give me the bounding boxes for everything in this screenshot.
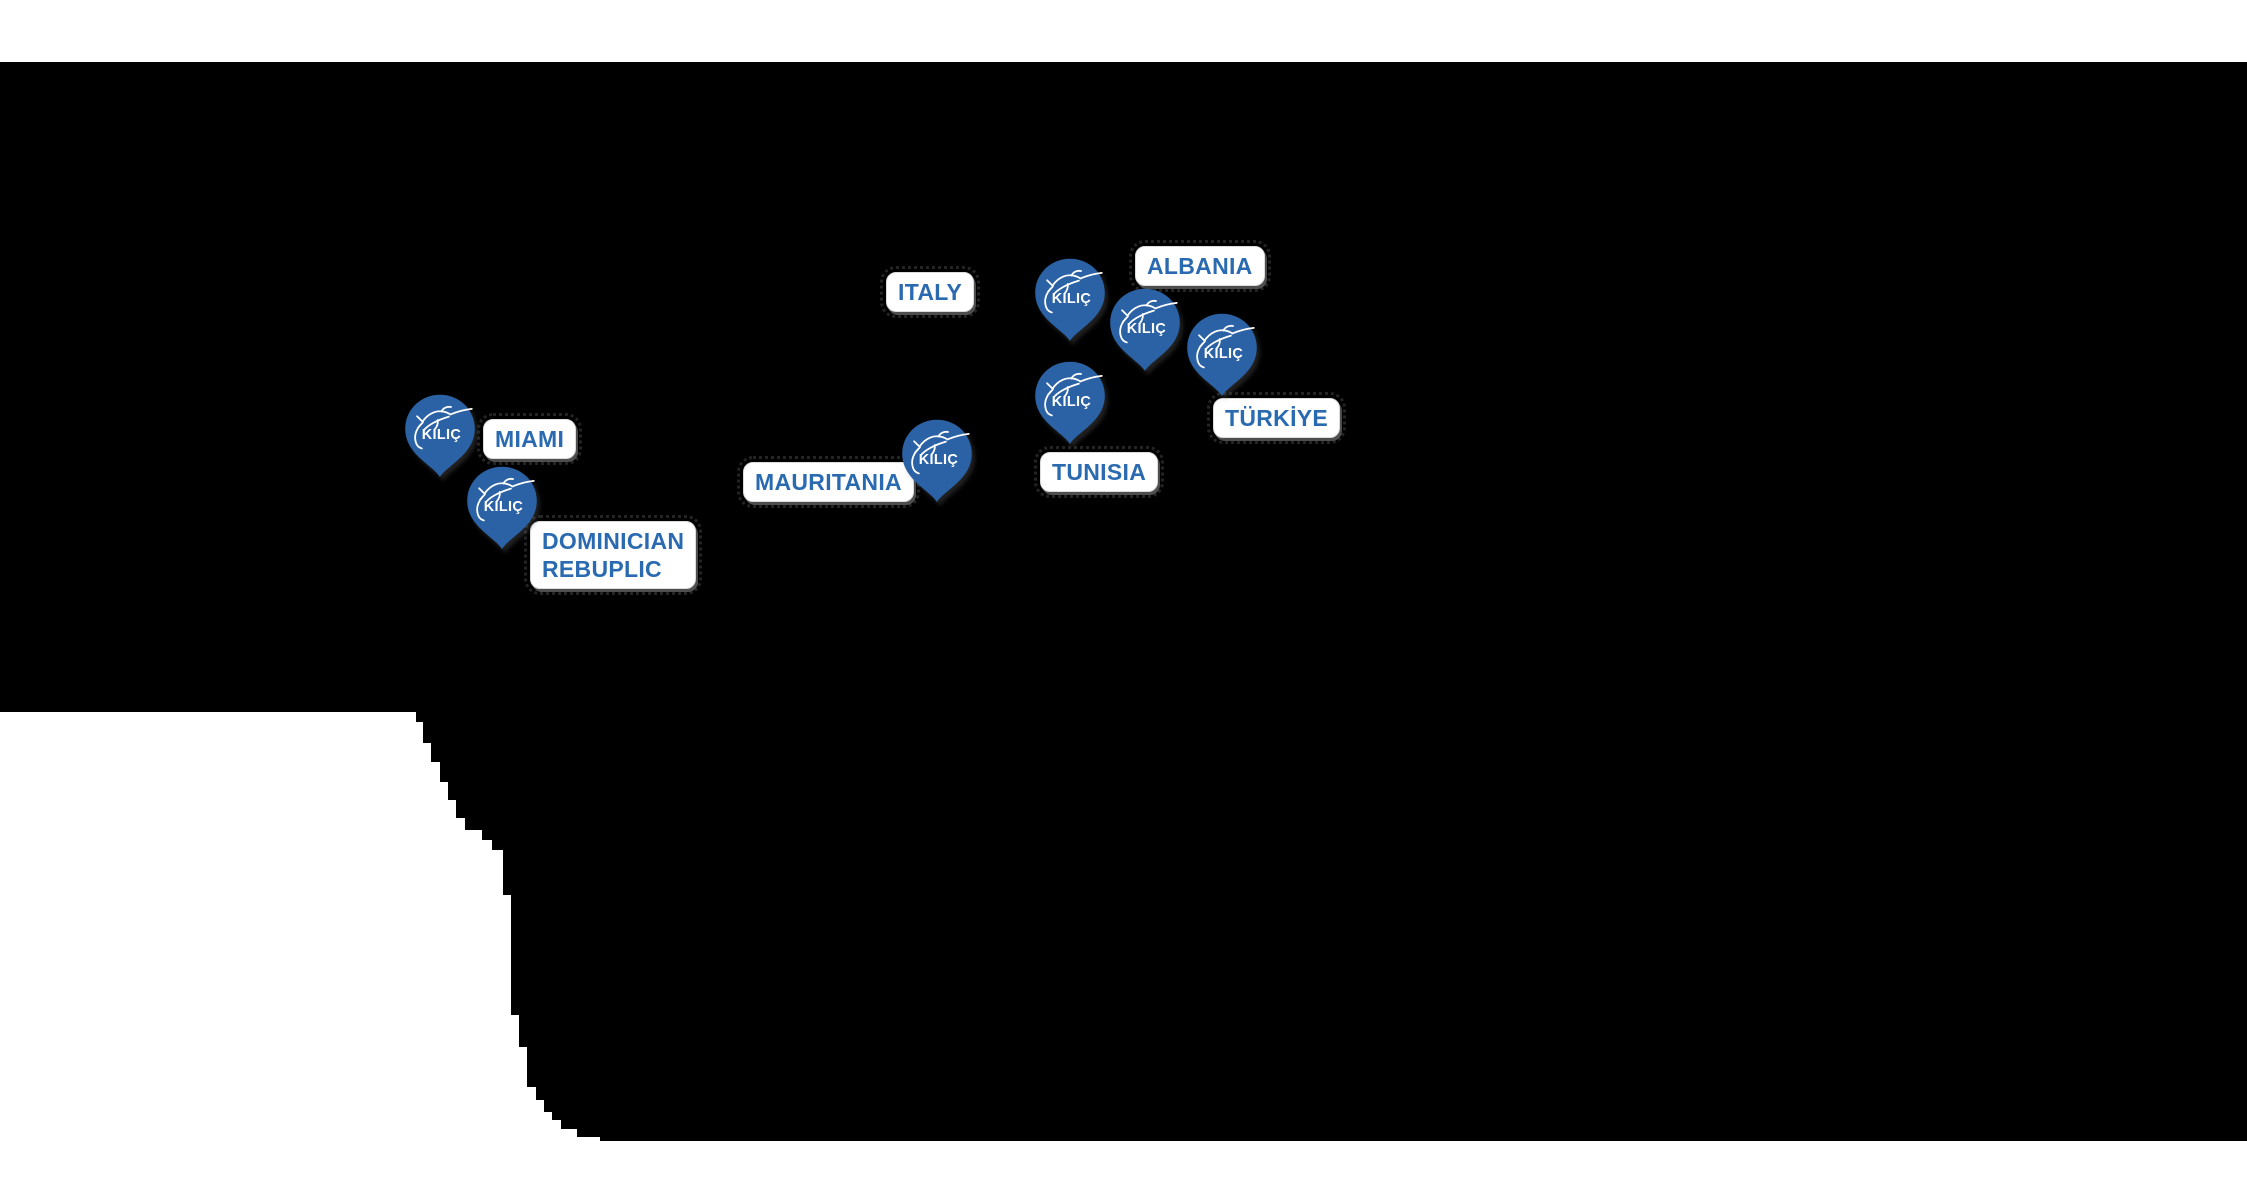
label-turkiye: TÜRKİYE xyxy=(1206,392,1347,444)
kilic-pin-icon: KILIÇ xyxy=(1035,361,1105,444)
pin-brand-text: KILIÇ xyxy=(1052,291,1092,307)
pin-balloon-shape xyxy=(1035,258,1105,341)
marlin-fish-icon xyxy=(414,405,473,450)
pin-mauritania[interactable]: KILIÇ xyxy=(900,418,974,503)
pin-balloon-shape xyxy=(902,419,972,502)
pin-brand-text: KILIÇ xyxy=(919,452,959,468)
pin-balloon-shape xyxy=(467,466,537,549)
marlin-fish-icon xyxy=(911,430,970,475)
marlin-fish-icon xyxy=(1044,372,1103,417)
pin-brand-text: KILIÇ xyxy=(422,427,462,443)
pin-balloon-shape xyxy=(1110,288,1180,371)
label-italy: ITALY xyxy=(879,266,981,318)
kilic-pin-icon: KILIÇ xyxy=(902,419,972,502)
marlin-fish-icon xyxy=(1044,269,1103,314)
label-mauritania: MAURITANIA xyxy=(737,456,920,508)
pin-balloon-shape xyxy=(405,394,475,477)
pin-balloon-shape xyxy=(1035,361,1105,444)
label-miami: MIAMI xyxy=(476,413,583,465)
kilic-pin-icon: KILIÇ xyxy=(405,394,475,477)
pin-brand-text: KILIÇ xyxy=(1127,321,1167,337)
kilic-pin-icon: KILIÇ xyxy=(1110,288,1180,371)
pin-balloon-shape xyxy=(1187,313,1257,396)
pin-brand-text: KILIÇ xyxy=(1204,346,1244,362)
label-dominician-rebuplic: DOMINICIAN REBUPLIC xyxy=(523,515,703,595)
label-albania: ALBANIA xyxy=(1129,240,1271,292)
marlin-fish-icon xyxy=(476,477,535,522)
pin-tunisia[interactable]: KILIÇ xyxy=(1033,360,1107,445)
pin-dominician-rebuplic[interactable]: KILIÇ xyxy=(465,465,539,550)
label-tunisia: TUNISIA xyxy=(1033,446,1165,498)
pin-brand-text: KILIÇ xyxy=(1052,394,1092,410)
pin-turkiye[interactable]: KILIÇ xyxy=(1185,312,1259,397)
pin-italy[interactable]: KILIÇ xyxy=(1033,257,1107,342)
kilic-pin-icon: KILIÇ xyxy=(1035,258,1105,341)
pin-miami[interactable]: KILIÇ xyxy=(403,393,477,478)
kilic-pin-icon: KILIÇ xyxy=(1187,313,1257,396)
kilic-pin-icon: KILIÇ xyxy=(467,466,537,549)
pin-albania[interactable]: KILIÇ xyxy=(1108,287,1182,372)
marlin-fish-icon xyxy=(1196,324,1255,369)
pin-brand-text: KILIÇ xyxy=(484,499,524,515)
marlin-fish-icon xyxy=(1119,299,1178,344)
